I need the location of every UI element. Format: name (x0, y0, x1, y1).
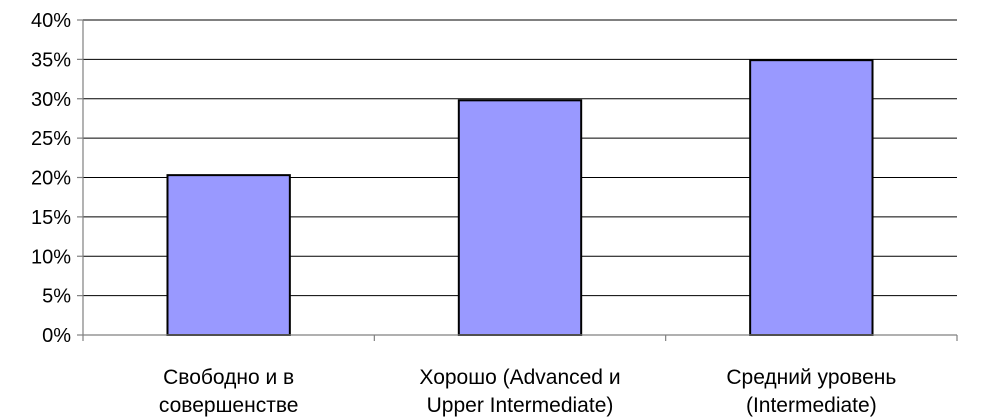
x-category-label-1: Свободно и в совершенстве (159, 366, 299, 417)
x-category-label-3: Средний уровень (Intermediate) (726, 366, 896, 417)
y-tick-label-7: 35% (31, 49, 71, 71)
bar-3 (749, 59, 874, 336)
y-tick-label-5: 25% (31, 128, 71, 150)
x-category-labels: Свободно и в совершенстве Хорошо (Advanced… (159, 366, 896, 417)
y-tick-label-8: 40% (31, 10, 71, 32)
y-tick-label-4: 20% (31, 168, 71, 190)
y-tick-labels: 0% 5% 10% 15% 20% 25% 30% 35% 40% (31, 10, 71, 347)
axis-layer (77, 19, 958, 341)
bar-1 (166, 174, 291, 336)
y-tick-label-3: 15% (31, 207, 71, 229)
x-category-label-2: Хорошо (Advanced и Upper Intermediate) (419, 366, 620, 417)
y-tick-label-2: 10% (31, 246, 71, 268)
y-tick-label-6: 30% (31, 89, 71, 111)
bar-layer (166, 59, 874, 336)
y-tick-label-1: 5% (42, 286, 71, 308)
y-tick-label-0: 0% (42, 325, 71, 347)
bar-2 (457, 99, 583, 336)
